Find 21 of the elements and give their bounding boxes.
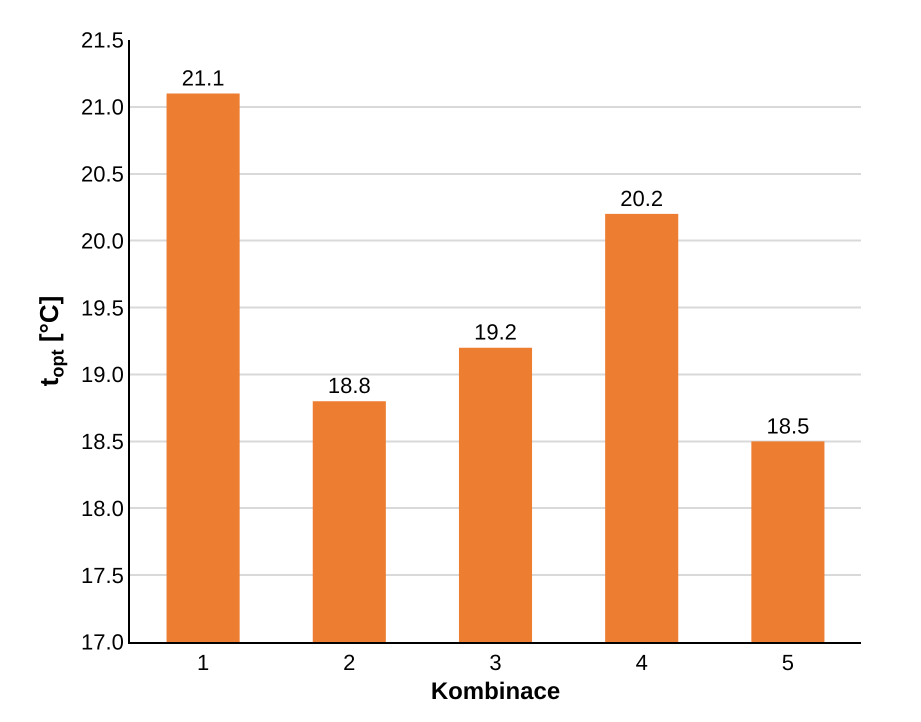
data-label: 19.2 (474, 320, 517, 345)
data-label: 21.1 (182, 66, 225, 91)
x-tick-label: 4 (636, 650, 648, 676)
x-tick-label: 2 (343, 650, 356, 676)
x-axis-title: Kombinace (430, 678, 560, 705)
y-tick-label: 21.5 (81, 28, 124, 53)
y-tick-label: 17.0 (81, 630, 124, 655)
y-tick-label: 18.0 (81, 496, 124, 521)
y-tick-label: 19.5 (81, 295, 124, 320)
data-label: 18.5 (766, 413, 810, 438)
y-tick-label: 18.5 (81, 429, 124, 454)
y-tick-label: 21.0 (81, 94, 124, 120)
y-tick-label: 17.5 (81, 562, 124, 588)
y-tick-label: 20.5 (81, 161, 124, 186)
x-tick-label: 5 (782, 650, 794, 676)
x-tick-label: 1 (196, 650, 210, 676)
data-label: 18.8 (328, 373, 371, 398)
y-tick-label: 20.0 (81, 228, 124, 254)
data-label: 20.2 (620, 186, 664, 211)
x-tick-label: 3 (489, 650, 502, 676)
y-tick-label: 19.0 (81, 362, 124, 388)
